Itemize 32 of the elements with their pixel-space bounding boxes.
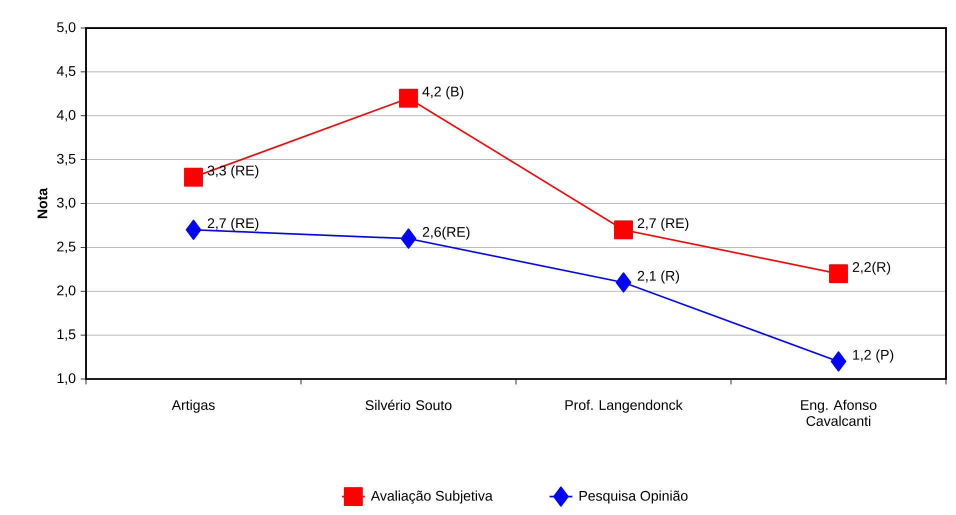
y-tick-label: 4,5	[56, 66, 76, 78]
point	[186, 220, 202, 240]
y-tick-label: 1,0	[58, 373, 76, 385]
data-label: 3,3 (RE)	[208, 165, 258, 178]
point	[399, 88, 418, 108]
y-tick-label: 1,5	[58, 329, 76, 341]
x-tick-label: Artigas	[172, 400, 215, 413]
data-label: 2,2(R)	[852, 262, 890, 275]
y-tick-label: 2,5	[57, 242, 76, 254]
data-label: 2,1 (R)	[638, 270, 679, 284]
legend-label: Pesquisa Opinião	[580, 490, 688, 504]
x-tick-label: Silvério Souto	[366, 400, 452, 410]
y-tick-label: 2,0	[57, 285, 76, 298]
point	[184, 168, 203, 187]
x-tick-label: Prof. Langendonck	[566, 400, 683, 413]
point	[614, 220, 633, 240]
point	[616, 272, 632, 293]
data-label: 1,2 (P)	[853, 349, 894, 363]
x-tick-label: Eng. Afonso Cavalcanti	[801, 400, 876, 426]
y-tick-label: 5,0	[57, 22, 76, 34]
y-tick-label: 3,5	[57, 154, 76, 166]
point	[829, 264, 848, 284]
data-label: 4,2 (B)	[422, 86, 464, 100]
point	[830, 351, 846, 372]
data-label: 2,7 (RE)	[638, 218, 688, 231]
y-tick-label: 3,0	[57, 198, 76, 210]
legend-label: Avaliação Subjetiva	[370, 490, 493, 504]
y-tick-label: 4,0	[56, 110, 76, 122]
point	[400, 228, 416, 249]
y-axis-title: Nota	[38, 188, 48, 218]
data-label: 2,6(RE)	[422, 226, 470, 240]
data-label: 2,7 (RE)	[208, 218, 258, 231]
